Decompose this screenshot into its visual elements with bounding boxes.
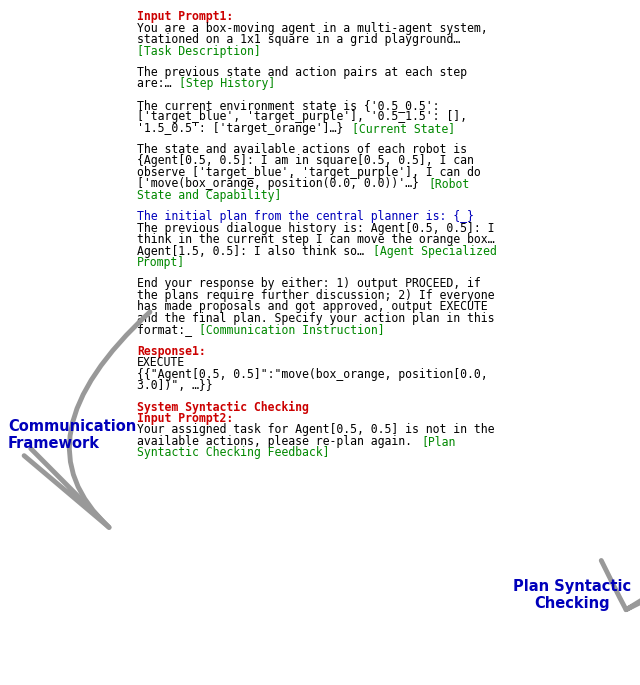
Text: The initial plan from the central planner is: {_}: The initial plan from the central planne… [137,210,474,223]
Text: The state and available actions of each robot is: The state and available actions of each … [137,143,467,155]
Text: think in the current step I can move the orange box…: think in the current step I can move the… [137,233,495,246]
Text: 3.0])", …}}: 3.0])", …}} [137,379,212,392]
Text: has made proposals and got approved, output EXECUTE: has made proposals and got approved, out… [137,301,488,313]
Text: {Agent[0.5, 0.5]: I am in square[0.5, 0.5], I can: {Agent[0.5, 0.5]: I am in square[0.5, 0.… [137,154,474,167]
Text: format:_: format:_ [137,323,199,336]
Text: ['target_blue', 'target_purple'], '0.5_1.5': [],: ['target_blue', 'target_purple'], '0.5_1… [137,110,467,123]
Text: Plan Syntactic
Checking: Plan Syntactic Checking [513,579,631,611]
Text: EXECUTE: EXECUTE [137,356,185,369]
Text: are:…: are:… [137,77,179,90]
Text: Input Prompt1:: Input Prompt1: [137,10,233,23]
Text: [Agent Specialized: [Agent Specialized [372,245,496,258]
Text: The current environment state is {'0.5_0.5':: The current environment state is {'0.5_0… [137,99,440,112]
Text: You are a box-moving agent in a multi-agent system,: You are a box-moving agent in a multi-ag… [137,21,488,34]
Text: {{"Agent[0.5, 0.5]":"move(box_orange, position[0.0,: {{"Agent[0.5, 0.5]":"move(box_orange, po… [137,368,488,381]
Text: The previous state and action pairs at each step: The previous state and action pairs at e… [137,66,467,79]
Text: The previous dialogue history is: Agent[0.5, 0.5]: I: The previous dialogue history is: Agent[… [137,222,495,234]
Text: observe ['target_blue', 'target_purple'], I can do: observe ['target_blue', 'target_purple']… [137,166,481,179]
Text: Response1:: Response1: [137,345,205,358]
Text: State and Capability]: State and Capability] [137,189,282,202]
Text: Communication
Framework: Communication Framework [8,419,136,451]
Text: ['move(box_orange, position(0.0, 0.0))'…}: ['move(box_orange, position(0.0, 0.0))'…… [137,177,426,190]
Text: Agent[1.5, 0.5]: I also think so…: Agent[1.5, 0.5]: I also think so… [137,245,371,258]
Text: [Step History]: [Step History] [179,77,275,90]
Text: End your response by either: 1) output PROCEED, if: End your response by either: 1) output P… [137,277,481,290]
Text: and the final plan. Specify your action plan in this: and the final plan. Specify your action … [137,312,495,325]
Text: [Communication Instruction]: [Communication Instruction] [199,323,385,336]
Text: Prompt]: Prompt] [137,256,185,269]
Text: [Current State]: [Current State] [352,121,455,134]
Text: stationed on a 1x1 square in a grid playground…: stationed on a 1x1 square in a grid play… [137,33,460,46]
Text: [Robot: [Robot [428,177,469,190]
Text: [Plan: [Plan [421,435,456,448]
Text: System Syntactic Checking: System Syntactic Checking [137,401,309,414]
Text: available actions, please re-plan again.: available actions, please re-plan again. [137,435,419,448]
Text: [Task Description]: [Task Description] [137,45,260,58]
Text: Syntactic Checking Feedback]: Syntactic Checking Feedback] [137,447,330,460]
Text: the plans require further discussion; 2) If everyone: the plans require further discussion; 2)… [137,289,495,302]
Text: '1.5_0.5': ['target_orange']…}: '1.5_0.5': ['target_orange']…} [137,121,350,134]
Text: Input Prompt2:: Input Prompt2: [137,412,233,425]
Text: Your assigned task for Agent[0.5, 0.5] is not in the: Your assigned task for Agent[0.5, 0.5] i… [137,423,495,436]
